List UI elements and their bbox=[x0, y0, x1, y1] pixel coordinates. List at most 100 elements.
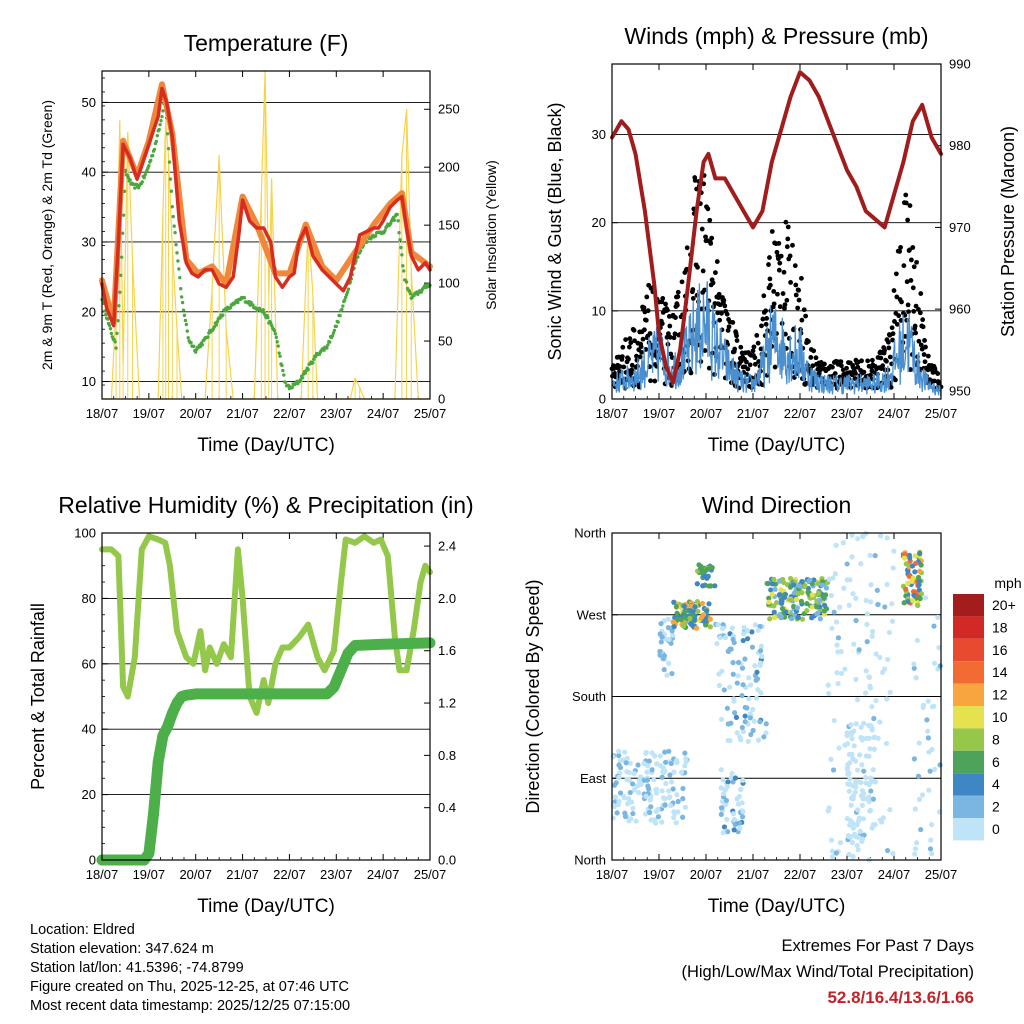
direction-point bbox=[889, 618, 896, 624]
direction-point bbox=[858, 561, 864, 567]
dewpoint-point bbox=[166, 146, 171, 151]
gust-point bbox=[771, 289, 777, 294]
direction-point bbox=[664, 672, 670, 678]
x-axis-label: Time (Day/UTC) bbox=[197, 435, 335, 456]
gust-point bbox=[675, 294, 681, 300]
colorbar-swatch bbox=[953, 728, 984, 751]
direction-point bbox=[719, 668, 725, 674]
dewpoint-point bbox=[108, 327, 113, 331]
direction-point bbox=[692, 604, 698, 610]
direction-point bbox=[772, 586, 778, 592]
gust-point bbox=[730, 320, 736, 325]
direction-point bbox=[850, 591, 856, 597]
colorbar-swatch bbox=[953, 661, 984, 684]
direction-point bbox=[910, 575, 916, 581]
direction-point bbox=[666, 636, 672, 643]
direction-point bbox=[718, 767, 724, 773]
y-tick-label: 20 bbox=[82, 304, 96, 319]
direction-point bbox=[635, 762, 641, 768]
gust-point bbox=[621, 364, 627, 370]
gust-point bbox=[838, 363, 844, 369]
direction-point bbox=[616, 752, 622, 759]
direction-point bbox=[660, 765, 667, 771]
gust-point bbox=[904, 317, 910, 323]
x-tick-label: 25/07 bbox=[414, 867, 447, 882]
y2-tick-label: 1.6 bbox=[438, 643, 456, 658]
gust-point bbox=[784, 297, 790, 303]
direction-point bbox=[814, 604, 820, 610]
direction-point bbox=[864, 639, 870, 645]
direction-point bbox=[845, 771, 851, 777]
gust-point bbox=[690, 296, 696, 301]
direction-point bbox=[858, 724, 864, 730]
direction-point bbox=[872, 821, 878, 828]
direction-point bbox=[719, 798, 726, 804]
gust-point bbox=[692, 177, 698, 183]
direction-point bbox=[678, 769, 685, 775]
direction-point bbox=[841, 585, 847, 591]
gust-point bbox=[784, 244, 790, 250]
y2-tick-label: 1.2 bbox=[438, 696, 456, 711]
dewpoint-point bbox=[395, 212, 399, 217]
direction-point bbox=[734, 730, 740, 736]
colorbar-swatch bbox=[953, 616, 984, 639]
gust-point bbox=[674, 302, 680, 308]
gust-point bbox=[893, 377, 898, 383]
direction-point bbox=[730, 811, 737, 817]
dewpoint-point bbox=[266, 315, 270, 320]
direction-point bbox=[848, 834, 854, 840]
direction-point bbox=[925, 698, 931, 704]
direction-point bbox=[638, 781, 644, 787]
dewpoint-point bbox=[175, 251, 179, 255]
direction-point bbox=[737, 734, 743, 740]
dewpoint-point bbox=[185, 329, 189, 333]
direction-point bbox=[643, 750, 649, 756]
plot-frame bbox=[101, 70, 431, 400]
direction-point bbox=[666, 795, 672, 801]
dewpoint-point bbox=[214, 323, 219, 327]
direction-point bbox=[611, 803, 617, 810]
gust-point bbox=[744, 359, 749, 365]
gust-point bbox=[907, 247, 912, 253]
dewpoint-point bbox=[311, 360, 315, 365]
pressure-line bbox=[610, 70, 943, 385]
x-tick-label: 22/07 bbox=[784, 406, 817, 421]
direction-point bbox=[834, 642, 840, 648]
direction-point bbox=[647, 809, 653, 816]
y2-tick-label: 0.8 bbox=[438, 748, 456, 763]
x-tick-label: 24/07 bbox=[367, 406, 400, 421]
gust-point bbox=[787, 253, 793, 259]
dewpoint-point bbox=[181, 308, 186, 312]
direction-point bbox=[916, 587, 922, 593]
y-axis-label: Percent & Total Rainfall bbox=[28, 603, 48, 790]
direction-point bbox=[849, 839, 855, 846]
colorbar-label: 10 bbox=[992, 709, 1008, 725]
direction-point bbox=[747, 715, 753, 721]
gust-point bbox=[643, 317, 649, 323]
direction-point bbox=[867, 808, 873, 814]
direction-point bbox=[621, 793, 627, 800]
location-text: Location: Eldred bbox=[30, 922, 135, 938]
elevation-text: Station elevation: 347.624 m bbox=[30, 941, 214, 957]
direction-point bbox=[826, 576, 832, 582]
direction-point bbox=[867, 552, 873, 558]
direction-point bbox=[744, 628, 751, 634]
direction-point bbox=[849, 751, 855, 757]
gust-point bbox=[632, 338, 637, 344]
direction-point bbox=[729, 625, 735, 631]
direction-point bbox=[732, 821, 738, 828]
gust-point bbox=[699, 226, 705, 232]
gust-point bbox=[747, 362, 753, 368]
direction-point bbox=[747, 682, 754, 688]
direction-point bbox=[872, 553, 878, 559]
gust-point bbox=[893, 271, 899, 277]
y2-tick-label: 150 bbox=[438, 218, 460, 233]
direction-point bbox=[877, 817, 883, 823]
direction-point bbox=[720, 622, 726, 628]
direction-point bbox=[829, 848, 836, 854]
colorbar-label: 20+ bbox=[992, 597, 1016, 613]
gust-point bbox=[716, 291, 722, 297]
y-tick-label: 50 bbox=[82, 95, 96, 110]
station-info: Location: Eldred Station elevation: 347.… bbox=[30, 921, 350, 1016]
direction-point bbox=[657, 648, 663, 655]
